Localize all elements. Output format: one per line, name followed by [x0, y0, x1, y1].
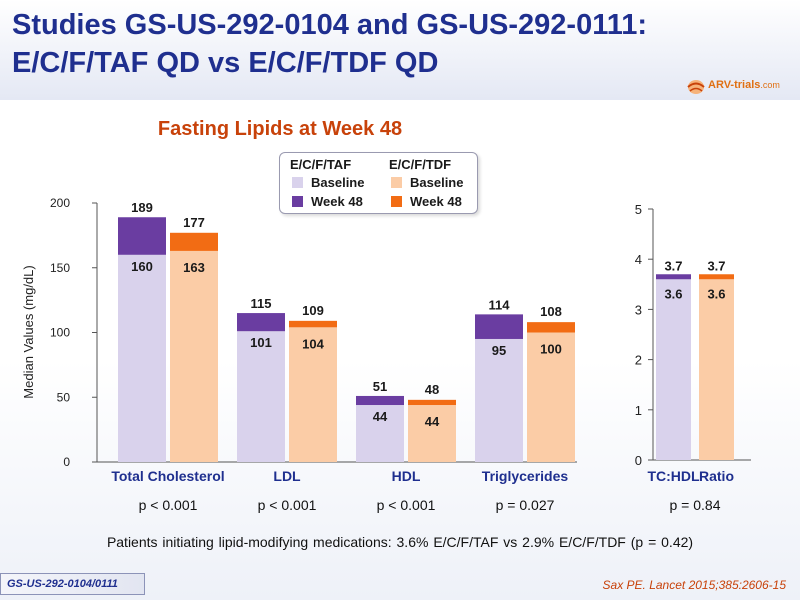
bar-tdf-week48 [408, 399, 456, 406]
data-label-taf-baseline: 101 [250, 335, 272, 350]
ratio-bar-tdf-baseline [699, 279, 734, 460]
ratio-p-value-label: p = 0.84 [670, 497, 721, 513]
data-label-taf-week48: 115 [251, 296, 272, 311]
y-tick-label: 0 [63, 455, 70, 469]
data-label-tdf-baseline: 163 [183, 260, 205, 275]
ratio-label-tdf-week48: 3.7 [707, 258, 725, 273]
arv-trials-logo: ARV-trials.com [686, 78, 796, 98]
legend-group-tdf: E/C/F/TDF Baseline Week 48 [387, 157, 463, 210]
legend-item: Week 48 [288, 192, 364, 210]
ratio-bar-taf-week48 [656, 274, 691, 280]
legend-item: Baseline [288, 173, 364, 191]
data-label-taf-week48: 51 [373, 379, 387, 394]
category-label: HDL [392, 468, 421, 484]
data-label-tdf-baseline: 100 [540, 342, 562, 357]
ratio-y-tick-label: 4 [635, 252, 642, 267]
data-label-tdf-week48: 48 [425, 382, 439, 397]
citation: Sax PE. Lancet 2015;385:2606-15 [602, 578, 786, 592]
legend-swatch [391, 195, 402, 207]
legend-swatch [391, 176, 402, 188]
ratio-bar-taf-baseline [656, 279, 691, 460]
ratio-category-label-1: TC:HDL [647, 468, 700, 484]
slide-title-line-1: Studies GS-US-292-0104 and GS-US-292-011… [12, 9, 648, 41]
legend-item: Week 48 [387, 192, 463, 210]
bar-tdf-baseline [408, 405, 456, 462]
data-label-taf-baseline: 44 [373, 409, 388, 424]
data-label-taf-baseline: 95 [492, 343, 506, 358]
bar-tdf-baseline [289, 327, 337, 462]
bar-tdf-baseline [527, 332, 575, 462]
legend-item: Baseline [387, 173, 463, 191]
study-badge: GS-US-292-0104/0111 [0, 573, 145, 595]
chart-subtitle: Fasting Lipids at Week 48 [157, 118, 403, 140]
bar-taf-week48 [356, 395, 404, 406]
bar-taf-week48 [237, 313, 285, 332]
chart-legend: E/C/F/TAF Baseline Week 48 E/C/F/TDF Bas… [279, 152, 478, 214]
data-label-tdf-week48: 109 [302, 303, 324, 318]
legend-group-title: E/C/F/TDF [389, 157, 452, 172]
category-label: LDL [273, 468, 301, 484]
logo-text: ARV-trials.com [708, 79, 780, 91]
ratio-y-tick-label: 3 [635, 302, 642, 317]
bar-tdf-week48 [170, 232, 218, 251]
title-band [0, 0, 800, 100]
bar-taf-baseline [356, 405, 404, 462]
category-label: Total Cholesterol [111, 468, 224, 484]
y-tick-label: 150 [50, 261, 70, 275]
bar-taf-week48 [475, 314, 523, 339]
legend-swatch [292, 176, 303, 188]
medication-note: Patients initiating lipid-modifying medi… [106, 534, 694, 550]
y-axis-label: Median Values (mg/dL) [21, 265, 36, 398]
bar-tdf-week48 [289, 320, 337, 328]
ratio-y-tick-label: 0 [635, 453, 642, 468]
bar-taf-baseline [237, 331, 285, 462]
bar-taf-week48 [118, 217, 166, 255]
legend-label: Week 48 [410, 193, 462, 209]
legend-label: Week 48 [311, 193, 363, 209]
ratio-y-tick-label: 2 [635, 353, 642, 368]
p-value-label: p = 0.027 [496, 497, 555, 513]
logo-suffix: .com [760, 80, 780, 90]
data-label-tdf-baseline: 104 [302, 336, 324, 351]
bar-taf-baseline [475, 338, 523, 462]
data-label-taf-week48: 114 [489, 297, 511, 312]
data-label-taf-baseline: 160 [131, 259, 153, 274]
ratio-label-taf-baseline: 3.6 [664, 286, 682, 301]
ratio-category-label-2: Ratio [699, 468, 734, 484]
slide-title: Studies GS-US-292-0104 and GS-US-292-011… [12, 6, 712, 82]
legend-label: Baseline [410, 174, 464, 190]
ratio-y-tick-label: 1 [635, 403, 642, 418]
ratio-y-tick-label: 5 [635, 202, 642, 217]
data-label-tdf-week48: 177 [183, 215, 205, 230]
bar-taf-baseline [118, 254, 166, 462]
ratio-bar-tdf-week48 [699, 274, 734, 280]
logo-name: ARV-trials [708, 79, 761, 91]
p-value-label: p < 0.001 [377, 497, 436, 513]
logo-globe-icon [687, 80, 705, 94]
legend-swatch [292, 195, 303, 207]
data-label-tdf-week48: 108 [540, 304, 562, 319]
legend-label: Baseline [311, 174, 365, 190]
y-tick-label: 50 [57, 390, 71, 404]
p-value-label: p < 0.001 [258, 497, 317, 513]
data-label-taf-week48: 189 [131, 200, 153, 215]
legend-group-taf: E/C/F/TAF Baseline Week 48 [288, 157, 364, 210]
slide-title-line-2: E/C/F/TAF QD vs E/C/F/TDF QD [12, 47, 439, 79]
legend-group-title: E/C/F/TAF [290, 157, 352, 172]
bar-tdf-week48 [527, 322, 575, 333]
category-label: Triglycerides [482, 468, 569, 484]
ratio-label-taf-week48: 3.7 [664, 258, 682, 273]
y-tick-label: 200 [50, 196, 70, 210]
y-tick-label: 100 [50, 326, 70, 340]
p-value-label: p < 0.001 [139, 497, 198, 513]
data-label-tdf-baseline: 44 [425, 414, 440, 429]
bar-tdf-baseline [170, 250, 218, 462]
ratio-label-tdf-baseline: 3.6 [707, 286, 725, 301]
